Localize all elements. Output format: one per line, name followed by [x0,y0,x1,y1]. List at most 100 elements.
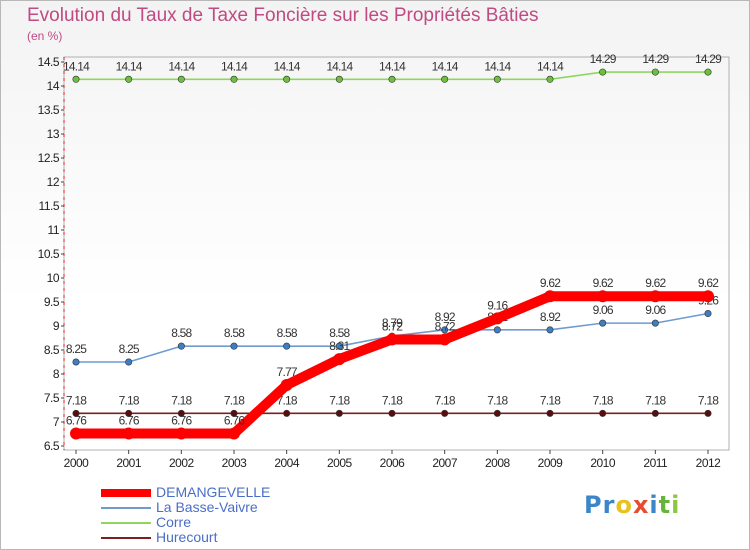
chart-title: Evolution du Taux de Taxe Foncière sur l… [27,5,539,26]
legend-item-demangevelle: DEMANGEVELLE [101,485,270,500]
x-tick-label: 2007 [432,456,458,470]
data-label: 7.18 [224,393,245,407]
series-demangevelle: 6.76 6.76 6.76 6.76 7.77 8.31 8.72 8.72 9.16 9.62… [66,276,720,440]
x-tick-label: 2003 [222,456,248,470]
data-point [335,342,343,350]
data-label: 8.79 [382,316,403,330]
legend-item-la-basse-vaivre: La Basse-Vaivre [101,500,270,515]
data-label: 14.14 [484,59,511,73]
data-point [388,75,396,83]
legend: DEMANGEVELLE La Basse-Vaivre Corre Hurecour… [101,485,270,545]
data-label: 14.29 [695,52,722,66]
x-tick-label: 2006 [380,456,406,470]
data-label: 6.76 [224,414,245,428]
data-point [493,326,501,334]
data-point [280,379,293,392]
data-point [704,310,712,318]
logo-letter: t [658,491,672,519]
x-tick-label: 2012 [696,456,722,470]
data-point [125,75,133,83]
data-label: 7.18 [171,393,192,407]
data-label: 8.25 [119,342,140,356]
data-point [544,290,556,303]
data-label: 14.14 [537,59,564,73]
logo-letter: P [584,491,603,519]
data-point [70,427,82,440]
data-label: 7.18 [66,393,87,407]
data-point [230,342,238,350]
data-point [441,409,449,417]
x-tick-label: 2002 [169,456,195,470]
y-tick-label: 10.5 [38,247,60,261]
data-label: 14.14 [274,59,301,73]
data-label: 9.62 [645,276,666,290]
data-point [704,68,712,76]
legend-label: DEMANGEVELLE [156,484,271,500]
data-label: 7.18 [119,393,140,407]
line-chart: 6.5 7 7.5 8 8.5 9 9.5 10 10.5 11 11.5 12 12.5 13 13.5 1… [38,52,730,470]
data-label: 7.18 [593,393,614,407]
data-label: 7.18 [277,393,298,407]
data-point [177,409,185,417]
logo-letter: r [602,491,616,519]
data-label: 7.18 [698,393,719,407]
data-point [230,75,238,83]
data-label: 8.58 [329,326,350,340]
data-point [599,68,607,76]
plot-area [63,56,730,451]
x-tick-label: 2009 [538,456,564,470]
data-label: 7.18 [540,393,561,407]
data-label: 7.18 [487,393,508,407]
data-label: 9.62 [593,276,614,290]
data-label: 14.29 [642,52,669,66]
data-point [228,427,240,440]
data-label: 9.62 [540,276,561,290]
data-point [546,326,554,334]
logo-letter: i [671,491,681,519]
data-label: 8.58 [224,326,245,340]
legend-swatch [101,536,151,539]
data-point [651,319,659,327]
data-point [333,353,346,366]
data-point [546,409,554,417]
data-point [283,409,291,417]
y-tick-label: 6.5 [44,439,60,453]
x-tick-label: 2000 [64,456,90,470]
data-label: 7.77 [277,365,298,379]
y-tick-label: 10 [47,271,60,285]
data-point [599,409,607,417]
y-tick-label: 7.5 [44,391,60,405]
y-tick-label: 14.5 [38,55,60,69]
x-tick-label: 2001 [116,456,142,470]
data-point [335,75,343,83]
data-label: 14.14 [326,59,353,73]
data-point [493,75,501,83]
legend-swatch [101,521,151,524]
data-label: 6.76 [171,414,192,428]
data-label: 8.72 [435,319,456,333]
x-tick-label: 2010 [590,456,616,470]
data-point [175,427,188,440]
y-tick-label: 8 [53,367,60,381]
data-point [386,333,398,346]
data-label: 9.16 [487,298,508,312]
data-point [388,409,396,417]
data-label: 8.58 [171,326,192,340]
data-point [702,290,714,303]
data-point [230,409,238,417]
data-label: 6.76 [119,414,140,428]
data-point [493,409,501,417]
data-point [72,409,80,417]
y-tick-label: 9.5 [44,295,60,309]
logo-letter: x [632,491,650,519]
y-tick-label: 13 [47,127,60,141]
data-point [441,75,449,83]
data-point [125,358,133,366]
y-tick-label: 9 [53,319,60,333]
y-tick-label: 12.5 [38,151,60,165]
data-point [649,290,662,303]
legend-label: Corre [156,514,192,530]
y-tick-label: 11.5 [39,199,60,213]
data-label: 14.29 [590,52,617,66]
y-axis-unit-label: (en %) [27,29,63,43]
